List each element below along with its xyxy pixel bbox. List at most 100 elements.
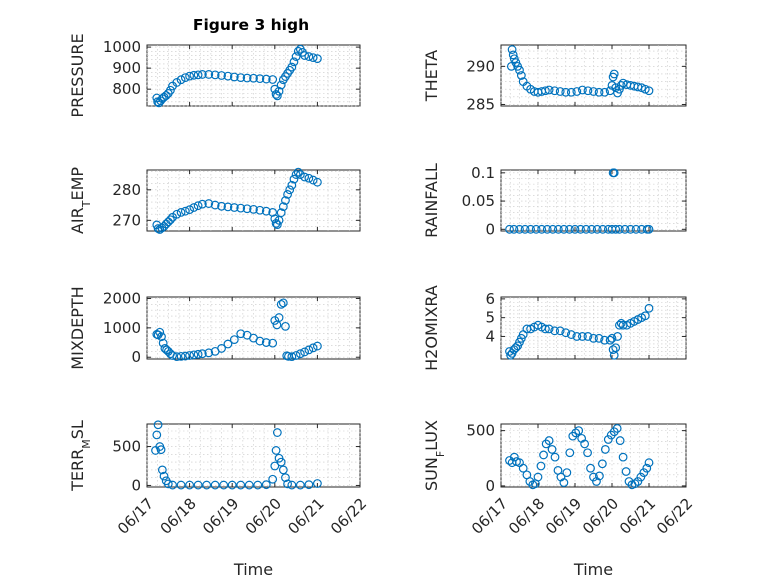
data-point xyxy=(163,479,173,489)
data-point xyxy=(261,480,271,490)
data-point xyxy=(555,326,565,336)
data-point xyxy=(261,206,271,216)
data-point xyxy=(308,343,318,353)
data-point xyxy=(193,480,203,490)
data-point xyxy=(515,65,524,75)
data-point xyxy=(291,351,301,360)
data-point xyxy=(308,53,318,63)
data-point xyxy=(609,69,619,79)
y-tick-label: 1000 xyxy=(103,319,141,337)
data-point xyxy=(561,328,571,338)
data-point xyxy=(583,86,593,96)
data-point xyxy=(542,224,552,234)
y-tick-label: 4 xyxy=(485,327,495,345)
data-point xyxy=(242,73,252,83)
data-point xyxy=(287,62,297,72)
data-point xyxy=(193,70,203,80)
data-point xyxy=(539,450,548,460)
data-point xyxy=(268,474,278,484)
y-tick-label: 0 xyxy=(131,348,141,366)
data-point xyxy=(249,204,258,214)
data-point xyxy=(293,46,303,56)
data-point xyxy=(313,479,322,488)
data-point xyxy=(157,465,167,475)
data-point xyxy=(276,299,286,309)
data-point xyxy=(616,318,626,328)
data-point xyxy=(291,52,301,61)
data-point xyxy=(270,461,280,471)
data-point xyxy=(185,480,195,490)
data-point xyxy=(583,448,592,458)
x-tick-label: 06/21 xyxy=(284,495,327,538)
data-point xyxy=(255,205,265,215)
data-point xyxy=(547,445,557,454)
data-point xyxy=(255,336,265,346)
data-point xyxy=(204,348,214,358)
data-point xyxy=(158,338,168,348)
x-tick-label: 06/18 xyxy=(157,495,200,538)
data-point xyxy=(589,87,598,96)
data-point xyxy=(505,347,514,356)
plot-area xyxy=(146,169,361,232)
data-point xyxy=(620,224,630,234)
data-point xyxy=(550,86,560,96)
data-point xyxy=(236,203,246,213)
y-tick-label: 285 xyxy=(466,95,495,113)
data-point xyxy=(566,330,576,339)
data-point xyxy=(544,324,554,334)
data-point xyxy=(210,70,220,80)
x-axis-label: Time xyxy=(573,560,613,579)
y-tick-label: 1000 xyxy=(103,38,141,56)
x-tick-label: 06/22 xyxy=(327,495,370,538)
data-point xyxy=(570,224,580,234)
data-point xyxy=(276,457,286,467)
grid xyxy=(500,45,687,106)
data-point xyxy=(526,224,535,234)
data-point xyxy=(289,57,299,67)
data-point xyxy=(281,196,290,205)
data-point xyxy=(562,468,572,478)
y-tick-label: 6 xyxy=(485,290,495,308)
data-point xyxy=(509,224,519,234)
data-point xyxy=(270,214,280,224)
grid xyxy=(146,170,361,231)
data-point xyxy=(291,170,301,179)
data-point xyxy=(253,480,263,490)
y-axis-label-main: THETA xyxy=(422,50,441,102)
data-point xyxy=(566,87,576,97)
y-axis-label: AIRTEMP xyxy=(68,167,93,234)
data-point xyxy=(271,218,281,228)
data-point xyxy=(287,352,297,362)
data-point xyxy=(640,311,650,321)
data-point xyxy=(185,351,195,360)
y-axis-label: H2OMIXRA xyxy=(422,285,441,371)
y-tick-label: 270 xyxy=(112,211,141,229)
y-tick-label: 900 xyxy=(112,59,141,77)
data-point xyxy=(304,52,314,61)
data-point xyxy=(236,73,246,83)
data-point xyxy=(172,352,182,362)
y-axis-label-subscript: F xyxy=(434,451,447,457)
y-axis-label-rest: SL xyxy=(68,420,87,439)
data-point xyxy=(272,428,282,437)
data-point xyxy=(249,73,258,83)
data-point xyxy=(531,224,541,234)
data-point xyxy=(605,335,615,345)
data-point xyxy=(612,424,622,433)
data-point xyxy=(533,472,543,482)
data-point xyxy=(576,224,585,234)
data-point xyxy=(518,463,528,473)
data-point xyxy=(210,480,220,490)
data-point xyxy=(268,75,278,84)
y-axis-label-rest: LUX xyxy=(422,420,441,451)
data-point xyxy=(287,480,297,490)
y-axis-label: MIXDEPTH xyxy=(68,286,87,369)
y-tick-label: 2000 xyxy=(103,289,141,307)
x-tick-label: 06/20 xyxy=(242,495,285,538)
data-point xyxy=(261,74,271,84)
data-point xyxy=(176,207,186,217)
data-point xyxy=(197,199,207,209)
y-axis-label: THETA xyxy=(422,50,441,102)
data-point xyxy=(313,177,322,187)
data-point xyxy=(210,200,220,210)
